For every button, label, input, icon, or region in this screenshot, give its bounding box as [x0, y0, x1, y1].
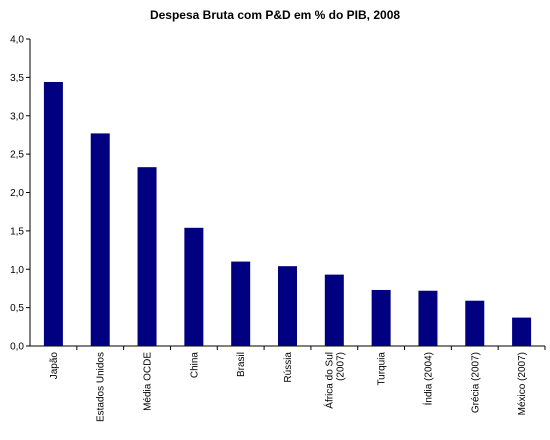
y-tick-label: 1,5 — [10, 226, 24, 237]
y-tick-label: 3,5 — [10, 73, 24, 84]
bar — [371, 289, 391, 346]
x-tick-label: Estados Unidos — [96, 352, 107, 422]
x-tick-label: Grécia (2007) — [470, 352, 481, 413]
x-tick-label: Turquia — [377, 352, 388, 386]
x-tick-label: México (2007) — [517, 352, 528, 415]
x-tick-label: China — [189, 352, 200, 379]
bar — [184, 227, 204, 346]
x-tick-labels: Japão Estados Unidos Média OCDE China Brasil… — [49, 352, 528, 422]
bar — [418, 290, 438, 346]
x-tick-label: Índia (2004) — [421, 352, 434, 405]
bar — [137, 167, 157, 346]
x-tick-label: África do Sul — [322, 352, 335, 409]
bar — [278, 266, 297, 346]
x-tick-label: Brasil — [236, 352, 247, 377]
bar — [90, 133, 110, 346]
y-tick-label: 3,0 — [10, 111, 24, 122]
y-tick-label: 2,5 — [10, 150, 24, 161]
bar — [465, 300, 485, 346]
x-tick-label: (2007) — [335, 352, 346, 381]
y-tick-label: 4,0 — [10, 35, 24, 46]
bar — [512, 317, 532, 346]
bar — [231, 261, 251, 346]
bar — [324, 274, 344, 346]
y-tick-label: 1,0 — [10, 265, 24, 276]
x-tick-label: Rússia — [283, 352, 294, 383]
x-tick-label: Média OCDE — [143, 352, 154, 411]
bars — [43, 81, 532, 346]
y-tick-label: 0,5 — [10, 303, 24, 314]
y-tick-label: 2,0 — [10, 188, 24, 199]
chart-title: Despesa Bruta com P&D em % do PIB, 2008 — [149, 8, 401, 22]
y-tick-label: 0,0 — [10, 342, 24, 353]
axes: 0,0 0,5 1,0 1,5 2,0 2,5 3,0 3,5 4,0 — [10, 35, 546, 353]
x-tick-label: Japão — [49, 352, 60, 380]
bar — [43, 81, 63, 346]
